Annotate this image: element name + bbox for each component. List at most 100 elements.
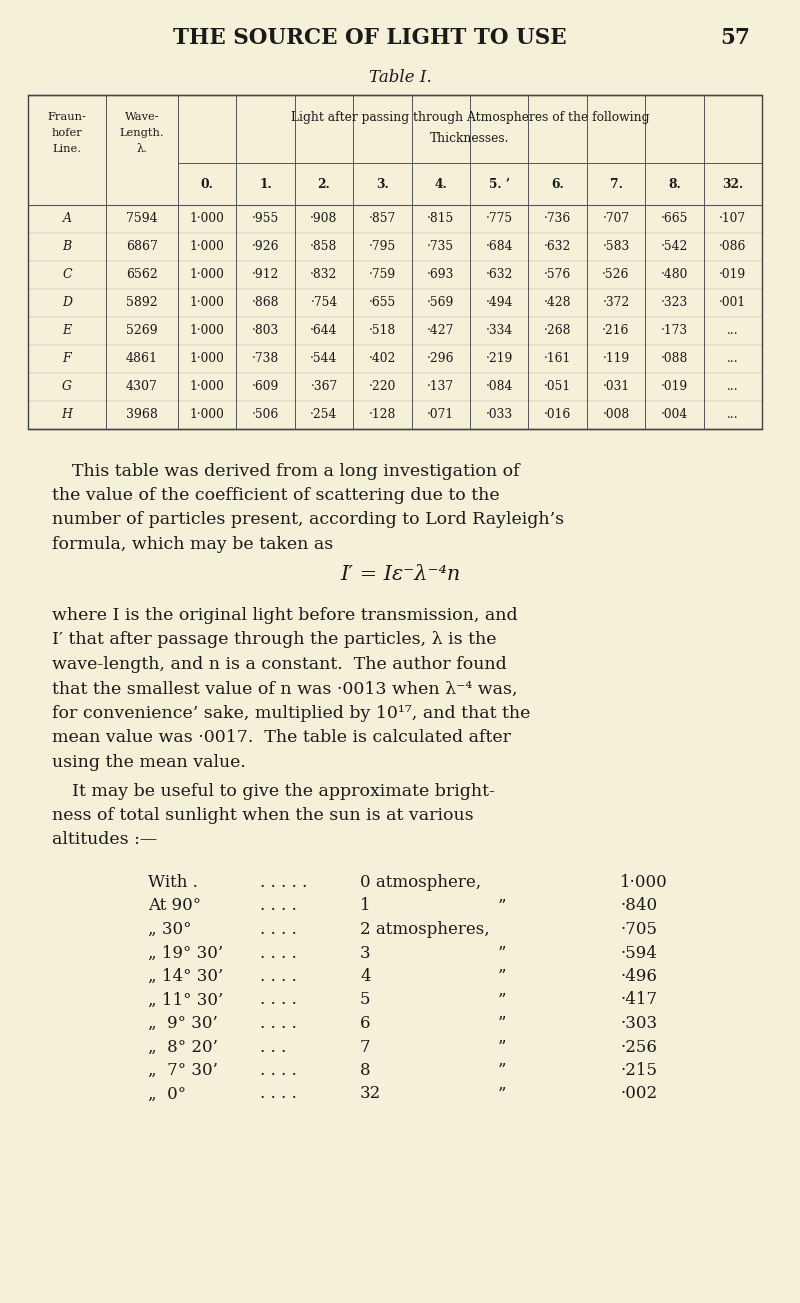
Text: 57: 57: [720, 27, 750, 50]
Text: ·736: ·736: [544, 212, 571, 225]
Text: ·754: ·754: [310, 297, 338, 310]
Text: H: H: [62, 409, 73, 421]
Text: ·161: ·161: [544, 353, 571, 366]
Text: ·084: ·084: [486, 380, 513, 394]
Text: . . . .: . . . .: [260, 968, 297, 985]
Text: C: C: [62, 268, 72, 281]
Text: 4.: 4.: [434, 177, 447, 190]
Text: Table I.: Table I.: [369, 69, 431, 86]
Text: . . . .: . . . .: [260, 1062, 297, 1079]
Text: mean value was ·0017.  The table is calculated after: mean value was ·0017. The table is calcu…: [52, 730, 511, 747]
Text: „  8° 20’: „ 8° 20’: [148, 1038, 218, 1055]
Text: . . . .: . . . .: [260, 1085, 297, 1102]
Text: 0.: 0.: [201, 177, 214, 190]
Text: ·775: ·775: [486, 212, 513, 225]
Text: ”: ”: [498, 945, 506, 962]
Text: ”: ”: [498, 1038, 506, 1055]
Text: ·019: ·019: [719, 268, 746, 281]
Text: ·334: ·334: [486, 324, 513, 337]
Text: 2.: 2.: [318, 177, 330, 190]
Text: 7594: 7594: [126, 212, 158, 225]
Text: At 90°: At 90°: [148, 898, 201, 915]
Text: ·372: ·372: [602, 297, 630, 310]
Text: 7.: 7.: [610, 177, 622, 190]
Text: ·219: ·219: [486, 353, 513, 366]
Text: ·795: ·795: [369, 241, 396, 254]
Text: ·323: ·323: [661, 297, 688, 310]
Text: ·128: ·128: [369, 409, 396, 421]
Text: formula, which may be taken as: formula, which may be taken as: [52, 536, 334, 552]
Text: ·033: ·033: [486, 409, 513, 421]
Text: ”: ”: [498, 1062, 506, 1079]
Text: 2 atmospheres,: 2 atmospheres,: [360, 921, 490, 938]
Text: number of particles present, according to Lord Rayleigh’s: number of particles present, according t…: [52, 512, 564, 529]
Text: ·480: ·480: [661, 268, 688, 281]
Text: 1·000: 1·000: [190, 212, 225, 225]
Text: . . . .: . . . .: [260, 921, 297, 938]
Text: the value of the coefficient of scattering due to the: the value of the coefficient of scatteri…: [52, 487, 500, 504]
Text: ·858: ·858: [310, 241, 338, 254]
Text: 3: 3: [360, 945, 370, 962]
Text: ·367: ·367: [310, 380, 338, 394]
Text: 4861: 4861: [126, 353, 158, 366]
Text: 8.: 8.: [668, 177, 681, 190]
Text: ·008: ·008: [602, 409, 630, 421]
Text: 5892: 5892: [126, 297, 158, 310]
Text: ·735: ·735: [427, 241, 454, 254]
Text: ”: ”: [498, 992, 506, 1009]
Text: ·296: ·296: [427, 353, 454, 366]
Text: 1·000: 1·000: [190, 353, 225, 366]
Text: ·427: ·427: [427, 324, 454, 337]
Text: „  0°: „ 0°: [148, 1085, 186, 1102]
Text: hofer: hofer: [52, 128, 82, 138]
Text: altitudes :—: altitudes :—: [52, 831, 158, 848]
Text: ·912: ·912: [252, 268, 279, 281]
Text: „ 14° 30’: „ 14° 30’: [148, 968, 223, 985]
Text: 1: 1: [360, 898, 370, 915]
Text: 6867: 6867: [126, 241, 158, 254]
Text: ·707: ·707: [602, 212, 630, 225]
Text: Line.: Line.: [53, 145, 82, 154]
Text: ·256: ·256: [620, 1038, 657, 1055]
Text: E: E: [62, 324, 71, 337]
Text: 1·000: 1·000: [190, 409, 225, 421]
Text: ·583: ·583: [602, 241, 630, 254]
Text: ·803: ·803: [252, 324, 279, 337]
Text: ·518: ·518: [369, 324, 396, 337]
Text: ·173: ·173: [661, 324, 688, 337]
Text: ...: ...: [727, 353, 738, 366]
Text: ·004: ·004: [661, 409, 688, 421]
Text: . . . .: . . . .: [260, 1015, 297, 1032]
Text: ·417: ·417: [620, 992, 657, 1009]
Text: ·137: ·137: [427, 380, 454, 394]
Text: I′ = Iε⁻λ⁻⁴n: I′ = Iε⁻λ⁻⁴n: [340, 566, 460, 585]
Text: 5. ’: 5. ’: [489, 177, 510, 190]
Text: ·926: ·926: [252, 241, 279, 254]
Text: 5269: 5269: [126, 324, 158, 337]
Text: ·254: ·254: [310, 409, 338, 421]
Text: ·086: ·086: [719, 241, 746, 254]
Text: 1·000: 1·000: [190, 324, 225, 337]
Text: 4307: 4307: [126, 380, 158, 394]
Text: ”: ”: [498, 1085, 506, 1102]
Text: ·644: ·644: [310, 324, 338, 337]
Text: ·684: ·684: [486, 241, 513, 254]
Text: ·051: ·051: [544, 380, 571, 394]
Text: A: A: [62, 212, 71, 225]
Text: ·908: ·908: [310, 212, 338, 225]
Text: ·496: ·496: [620, 968, 657, 985]
Text: ·594: ·594: [620, 945, 657, 962]
Text: ·955: ·955: [252, 212, 279, 225]
Text: wave-length, and n is a constant.  The author found: wave-length, and n is a constant. The au…: [52, 655, 506, 674]
Text: 6: 6: [360, 1015, 370, 1032]
Text: ·569: ·569: [427, 297, 454, 310]
Text: Thicknesses.: Thicknesses.: [430, 133, 510, 146]
Text: With .: With .: [148, 874, 198, 891]
Text: „  9° 30’: „ 9° 30’: [148, 1015, 218, 1032]
Text: where I is the original light before transmission, and: where I is the original light before tra…: [52, 607, 518, 624]
Bar: [28, 95, 762, 429]
Text: 1.: 1.: [259, 177, 272, 190]
Text: 3968: 3968: [126, 409, 158, 421]
Text: ·016: ·016: [544, 409, 571, 421]
Text: F: F: [62, 353, 71, 366]
